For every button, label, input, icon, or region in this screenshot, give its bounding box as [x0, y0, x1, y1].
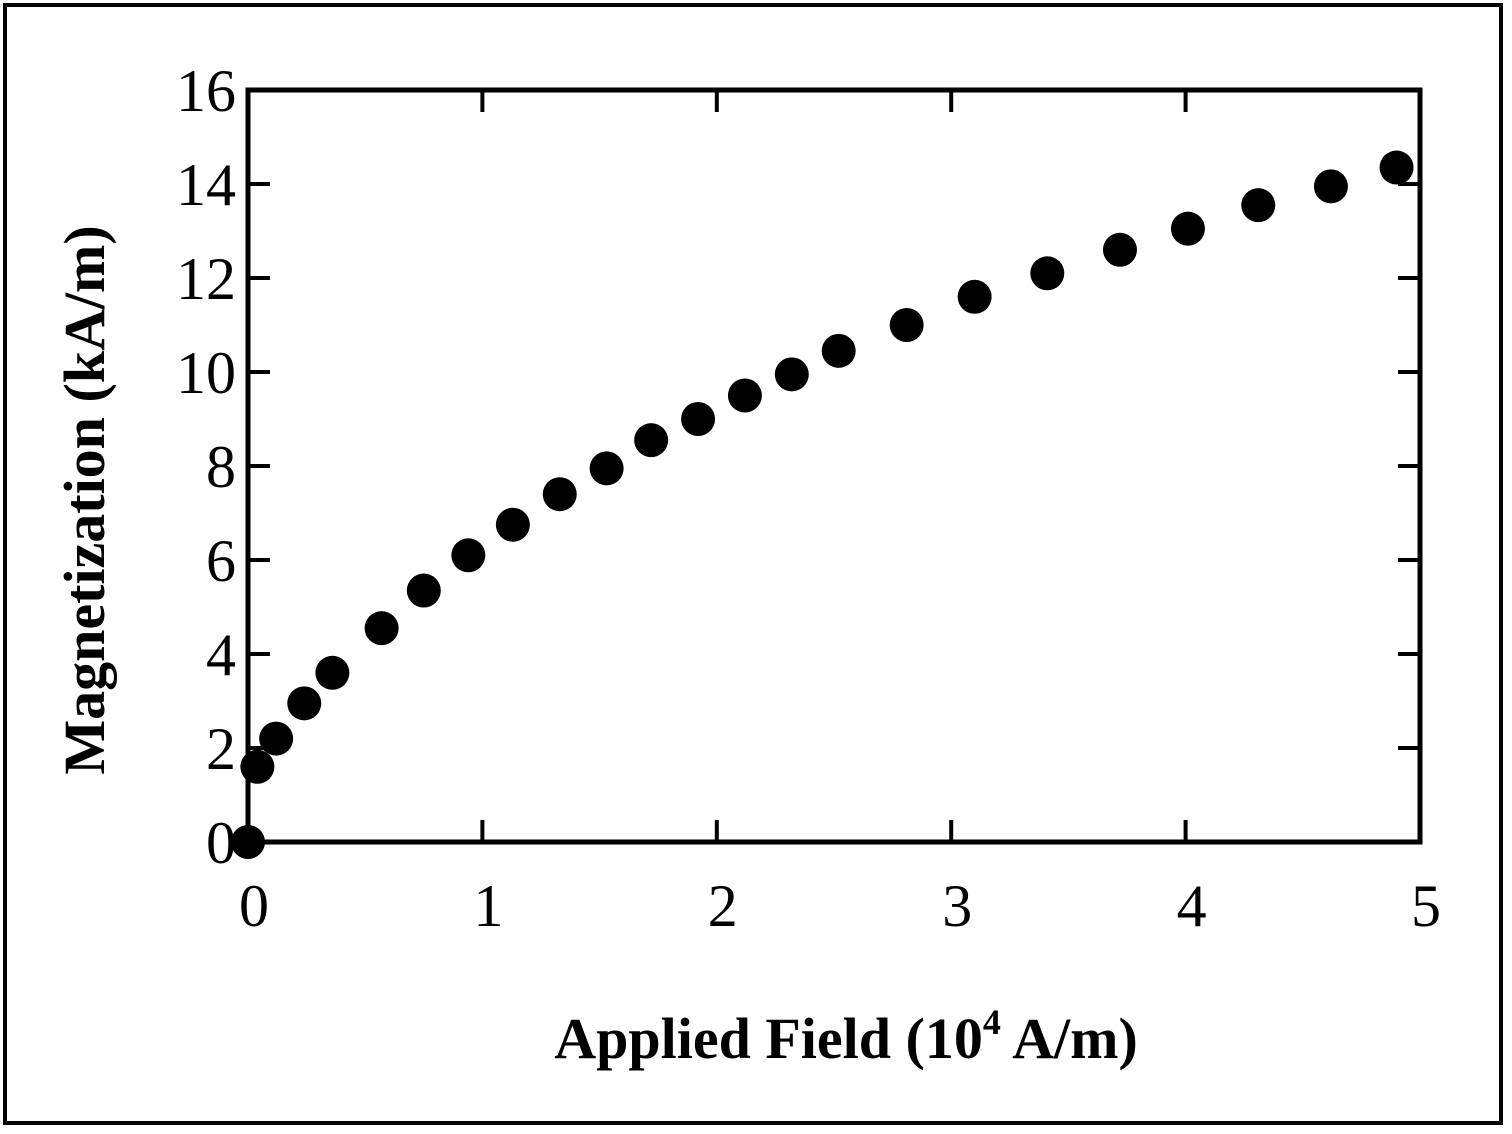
x-tick-label: 0 [239, 873, 269, 939]
data-point [1379, 150, 1414, 185]
data-point [957, 279, 992, 314]
data-point [889, 308, 924, 342]
y-tick-label: 16 [176, 58, 236, 124]
data-point [634, 423, 669, 458]
data-point [774, 357, 809, 392]
y-tick-label: 8 [206, 434, 236, 500]
data-point [1241, 188, 1276, 223]
x-axis-label: Applied Field (104 A/m) [554, 1002, 1138, 1071]
data-point [451, 538, 486, 573]
data-point [406, 573, 441, 608]
data-point [364, 611, 399, 646]
y-tick-label: 0 [206, 810, 236, 876]
y-tick-label: 14 [176, 152, 236, 218]
data-point [821, 333, 856, 368]
data-point [727, 378, 762, 413]
data-point [1030, 256, 1065, 291]
y-axis-label: Magnetization (kA/m) [52, 225, 117, 774]
data-point [240, 749, 275, 784]
data-point [589, 451, 624, 486]
x-axis-label-unit: A/m) [1001, 1006, 1138, 1071]
x-axis-label-superscript: 4 [983, 1002, 1001, 1042]
data-point [1313, 169, 1348, 204]
data-point [681, 402, 716, 436]
x-tick-label: 5 [1411, 873, 1441, 939]
y-tick-label: 10 [176, 340, 236, 406]
x-tick-label: 3 [942, 873, 972, 939]
y-tick-label: 4 [206, 622, 236, 688]
data-point [287, 686, 322, 721]
data-point [259, 721, 294, 756]
y-tick-label: 6 [206, 528, 236, 594]
y-tick-label: 12 [176, 246, 236, 312]
data-points [231, 150, 1414, 859]
data-point [315, 655, 350, 690]
data-point [495, 507, 530, 542]
x-tick-label: 4 [1177, 873, 1207, 939]
plot-area-border [245, 87, 1423, 845]
y-tick-label: 2 [206, 716, 236, 782]
x-tick-label: 1 [473, 873, 503, 939]
data-point [1102, 232, 1137, 267]
data-point [542, 477, 577, 512]
data-point [1170, 211, 1205, 246]
x-tick-label: 2 [708, 873, 738, 939]
